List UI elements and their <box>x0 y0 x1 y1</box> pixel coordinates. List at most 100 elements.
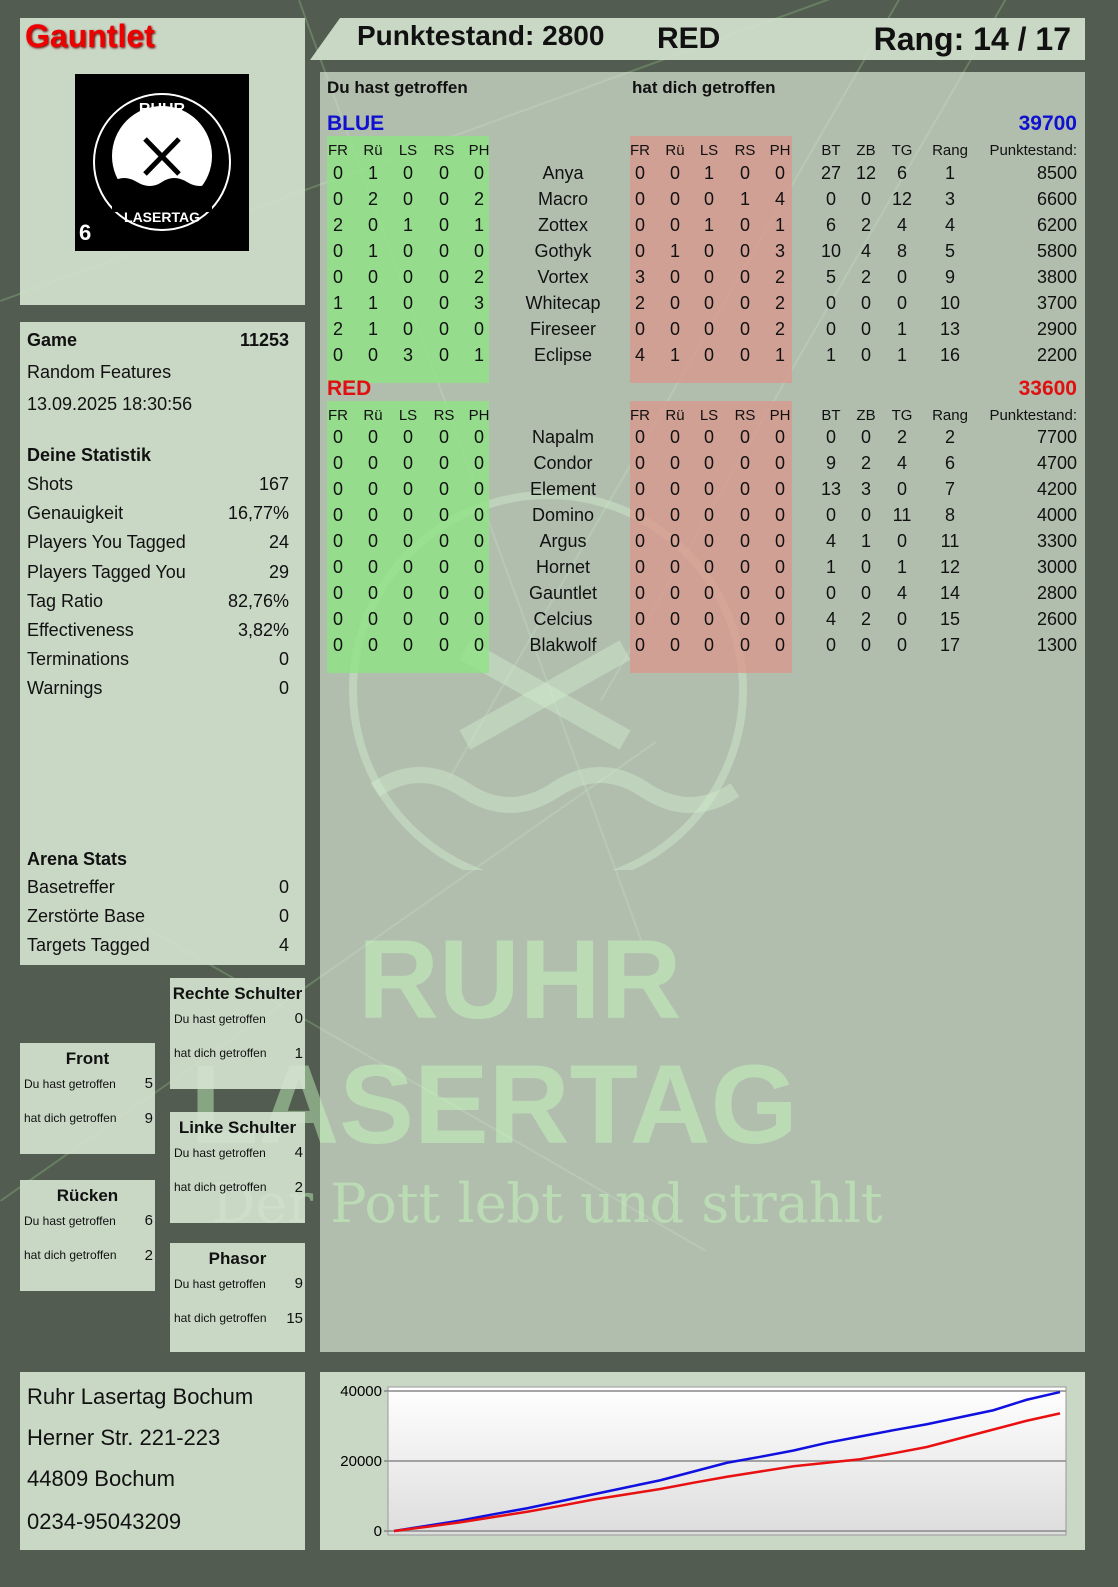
stats-panel: Game 11253 Random Features 13.09.2025 18… <box>20 322 305 965</box>
stat-label: Players You Tagged <box>27 532 186 553</box>
stat-label: Warnings <box>27 678 103 699</box>
hit-you-cell: 0 <box>634 583 645 603</box>
zone-hit-you-value: 1 <box>294 1045 303 1062</box>
you-hit-cell: 0 <box>332 583 343 603</box>
stat-cell: 1 <box>896 345 907 365</box>
you-hit-cell: 0 <box>473 505 484 525</box>
stat-cell: 9 <box>944 267 955 287</box>
you-hit-cell: 0 <box>438 189 449 209</box>
column-header: LS <box>398 407 418 424</box>
stat-cell: 15 <box>939 609 961 629</box>
hit-you-cell: 0 <box>774 505 785 525</box>
hit-you-cell: 0 <box>739 557 750 577</box>
player-name: Whitecap <box>525 293 601 313</box>
stat-cell: 6 <box>896 163 907 183</box>
hit-you-cell: 0 <box>669 189 680 209</box>
player-score: 5800 <box>1036 241 1077 261</box>
you-hit-cell: 1 <box>367 293 378 313</box>
hit-zone-rechte-schulter: Rechte Schulter Du hast getroffen 0 hat dic… <box>170 978 305 1089</box>
player-score: 3800 <box>1036 267 1077 287</box>
arena-stat-value: 4 <box>278 935 289 955</box>
player-score: 6600 <box>1036 189 1077 209</box>
you-hit-cell: 2 <box>473 189 484 209</box>
stat-cell: 2 <box>860 215 871 235</box>
you-hit-heading: Du hast getroffen <box>327 78 468 97</box>
column-header: TG <box>891 407 913 424</box>
stat-cell: 0 <box>825 427 836 447</box>
hit-you-cell: 1 <box>774 345 785 365</box>
you-hit-cell: 0 <box>332 609 343 629</box>
you-hit-cell: 0 <box>473 163 484 183</box>
game-datetime: 13.09.2025 18:30:56 <box>27 394 193 414</box>
hit-you-heading: hat dich getroffen <box>632 78 776 97</box>
you-hit-cell: 0 <box>402 609 413 629</box>
hit-you-cell: 0 <box>739 505 750 525</box>
stat-cell: 0 <box>860 557 871 577</box>
stat-cell: 2 <box>860 267 871 287</box>
stat-cell: 0 <box>860 345 871 365</box>
stat-cell: 7 <box>944 479 955 499</box>
hit-you-cell: 0 <box>634 319 645 339</box>
player-name: Gauntlet <box>528 583 598 603</box>
stat-cell: 10 <box>820 241 842 261</box>
you-hit-cell: 0 <box>332 427 343 447</box>
stat-cell: 0 <box>825 583 836 603</box>
table-row: 0 0 3 0 1 Eclipse 4 1 0 0 1 1 0 1 16 2200 <box>320 345 1085 371</box>
player-score: 1300 <box>1036 635 1077 655</box>
header-bar: Punktestand: 2800 RED Rang: 14 / 17 <box>310 18 1085 60</box>
arena-stat-value: 0 <box>278 877 289 897</box>
stat-label: Terminations <box>27 649 130 670</box>
hit-you-cell: 0 <box>703 453 714 473</box>
hit-you-cell: 0 <box>774 635 785 655</box>
hit-you-cell: 0 <box>739 267 750 287</box>
stat-value: 29 <box>268 561 289 582</box>
column-header: Rü <box>363 142 383 159</box>
stat-cell: 3 <box>860 479 871 499</box>
series-line-1 <box>393 1412 1061 1533</box>
column-header: BT <box>821 142 841 159</box>
stat-value: 24 <box>268 532 289 553</box>
hit-you-cell: 0 <box>774 583 785 603</box>
column-header: RS <box>734 142 756 159</box>
club-logo: RUHR LASERTAG 6 <box>75 74 249 251</box>
you-hit-cell: 0 <box>367 479 378 499</box>
you-hit-cell: 0 <box>473 427 484 447</box>
team-name: RED <box>327 377 372 400</box>
you-hit-cell: 0 <box>332 345 343 365</box>
column-header: FR <box>328 407 348 424</box>
table-row: 0 0 0 0 0 Element 0 0 0 0 0 13 3 0 7 4200 <box>320 479 1085 505</box>
you-hit-cell: 0 <box>367 609 378 629</box>
player-score: 4200 <box>1036 479 1077 499</box>
hit-you-cell: 0 <box>703 293 714 313</box>
hit-zone-front: Front Du hast getroffen 5 hat dich getroffe… <box>20 1043 155 1154</box>
hit-you-cell: 0 <box>703 635 714 655</box>
you-hit-cell: 0 <box>438 163 449 183</box>
zone-title: Linke Schulter <box>178 1118 297 1137</box>
player-name: Hornet <box>535 557 591 577</box>
arena-stat-label: Basetreffer <box>27 877 115 897</box>
you-hit-cell: 2 <box>473 267 484 287</box>
you-hit-cell: 0 <box>402 635 413 655</box>
hit-you-cell: 0 <box>703 189 714 209</box>
you-hit-cell: 0 <box>402 427 413 447</box>
you-hit-cell: 1 <box>402 215 413 235</box>
player-panel: Gauntlet RUHR LASERTAG 6 <box>20 18 305 305</box>
stat-cell: 12 <box>855 163 877 183</box>
column-header: Rü <box>363 407 383 424</box>
hit-you-cell: 0 <box>739 453 750 473</box>
player-score: 2800 <box>1036 583 1077 603</box>
zone-you-hit-label: Du hast getroffen <box>174 1277 266 1291</box>
table-row: 0 0 0 0 0 Napalm 0 0 0 0 0 0 0 2 2 7700 <box>320 427 1085 453</box>
column-header: PH <box>468 142 490 159</box>
hit-you-cell: 4 <box>774 189 785 209</box>
hit-you-cell: 3 <box>634 267 645 287</box>
stat-cell: 0 <box>825 189 836 209</box>
player-name: Gauntlet <box>25 18 155 54</box>
you-hit-cell: 0 <box>438 293 449 313</box>
hit-you-cell: 1 <box>703 163 714 183</box>
arena-stat-label: Zerstörte Base <box>27 906 146 926</box>
you-hit-cell: 0 <box>332 163 343 183</box>
player-name: Macro <box>537 189 588 209</box>
stat-label: Shots <box>27 474 74 494</box>
hit-you-cell: 0 <box>634 241 645 261</box>
